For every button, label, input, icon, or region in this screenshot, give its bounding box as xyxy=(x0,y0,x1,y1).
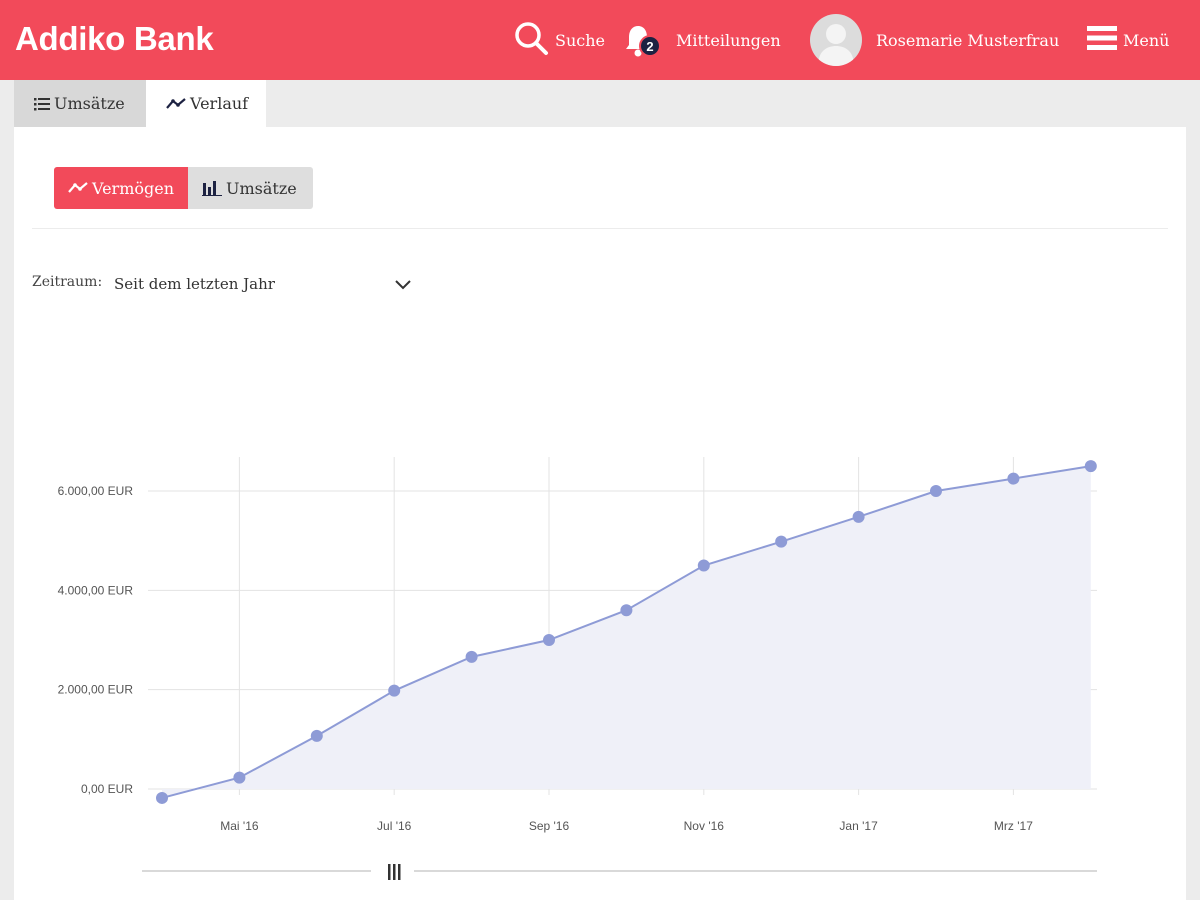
x-tick-label: Jan '17 xyxy=(839,819,878,833)
wealth-chart: 0,00 EUR 2.000,00 EUR 4.000,00 EUR 6.000,00… xyxy=(58,457,1097,880)
menu-button[interactable]: Menü xyxy=(1087,0,1169,80)
line-chart-icon xyxy=(68,181,88,195)
notifications-button[interactable]: 2 Mitteilungen xyxy=(624,0,781,80)
hamburger-icon xyxy=(1087,23,1117,57)
search-label: Suche xyxy=(555,30,605,50)
data-point xyxy=(852,510,865,523)
data-point xyxy=(620,604,633,617)
tab-umsaetze[interactable]: Umsätze xyxy=(14,80,146,127)
y-tick-label: 2.000,00 EUR xyxy=(58,683,134,697)
data-point xyxy=(465,650,478,663)
search-icon xyxy=(513,20,549,60)
data-point xyxy=(1007,472,1020,485)
range-handle[interactable] xyxy=(388,864,401,880)
data-point xyxy=(388,684,401,697)
x-tick-label: Nov '16 xyxy=(684,819,725,833)
bell-icon: 2 xyxy=(624,20,661,60)
x-tick-label: Mrz '17 xyxy=(994,819,1033,833)
chevron-down-icon xyxy=(394,276,412,294)
data-point xyxy=(543,634,555,646)
content-card: Vermögen Umsätze Zeitraum: Seit dem letz… xyxy=(14,127,1186,900)
area-fill xyxy=(162,466,1091,798)
data-point xyxy=(930,485,942,497)
line-chart-icon xyxy=(166,97,186,111)
view-toggle-umsaetze[interactable]: Umsätze xyxy=(188,167,313,209)
avatar xyxy=(810,14,862,66)
y-tick-label: 0,00 EUR xyxy=(81,782,133,796)
data-point xyxy=(775,535,788,548)
y-tick-label: 6.000,00 EUR xyxy=(58,484,134,498)
data-point xyxy=(156,791,168,804)
data-point xyxy=(1084,460,1097,473)
user-name: Rosemarie Musterfrau xyxy=(876,30,1060,50)
search-button[interactable]: Suche xyxy=(513,0,605,80)
bar-chart-icon xyxy=(202,180,222,196)
menu-label: Menü xyxy=(1123,30,1170,50)
view-toggle-vermoegen-label: Vermögen xyxy=(92,178,175,198)
tab-umsaetze-label: Umsätze xyxy=(54,94,125,113)
tab-verlauf[interactable]: Verlauf xyxy=(146,80,266,127)
tab-verlauf-label: Verlauf xyxy=(190,94,249,113)
notifications-label: Mitteilungen xyxy=(676,30,781,50)
list-icon xyxy=(34,97,50,111)
x-tick-label: Jul '16 xyxy=(377,819,412,833)
app-header: Addiko Bank Suche 2 Mitteilungen Rosemar… xyxy=(0,0,1200,80)
zeitraum-dropdown[interactable]: Seit dem letzten Jahr xyxy=(114,270,412,298)
view-toggle-vermoegen[interactable]: Vermögen xyxy=(54,167,188,209)
zeitraum-value: Seit dem letzten Jahr xyxy=(114,275,275,293)
section-divider xyxy=(32,228,1168,229)
brand-logo[interactable]: Addiko Bank xyxy=(15,20,214,57)
x-tick-label: Mai '16 xyxy=(220,819,259,833)
data-point xyxy=(697,559,710,572)
y-tick-label: 4.000,00 EUR xyxy=(58,583,134,597)
x-tick-label: Sep '16 xyxy=(529,819,570,833)
notification-count-badge: 2 xyxy=(639,35,661,57)
data-point xyxy=(233,771,246,784)
zeitraum-label: Zeitraum: xyxy=(32,274,103,290)
data-point xyxy=(310,729,323,742)
view-toggle-umsaetze-label: Umsätze xyxy=(226,178,297,198)
user-profile-button[interactable]: Rosemarie Musterfrau xyxy=(810,0,1059,80)
